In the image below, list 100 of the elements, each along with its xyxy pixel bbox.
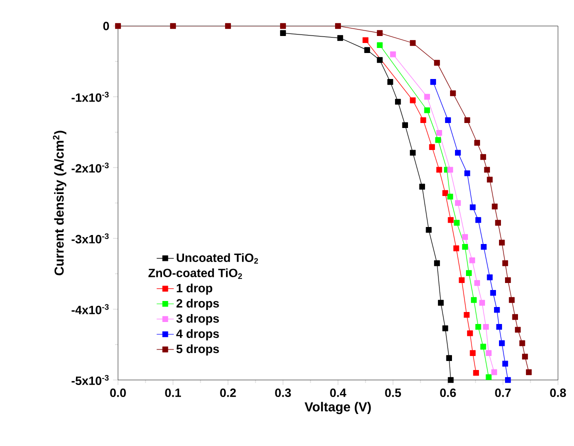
point	[454, 200, 461, 206]
point	[376, 30, 383, 36]
point	[376, 42, 383, 48]
point	[430, 79, 436, 85]
point	[484, 166, 490, 173]
y-tick-label: -2x10$^{-3}$	[72, 162, 109, 173]
y-tick-label: -5x10$^{-3}$	[72, 374, 109, 386]
point	[464, 312, 470, 318]
point	[502, 260, 508, 266]
point	[426, 226, 432, 233]
point	[435, 137, 441, 143]
point	[424, 94, 430, 100]
point	[483, 324, 489, 330]
point	[466, 270, 472, 276]
point	[508, 297, 515, 303]
point	[491, 369, 498, 376]
x-axis-title: Voltage (V)	[304, 402, 371, 414]
x-tick-label: 0.6	[440, 388, 456, 398]
point	[410, 40, 416, 46]
x-tick-label: 0.4	[330, 388, 346, 398]
point	[470, 297, 477, 303]
point	[445, 117, 451, 124]
x-tick-label: 0.3	[275, 388, 291, 398]
point	[467, 330, 473, 336]
point	[376, 57, 383, 63]
point	[387, 79, 394, 85]
y-tick-label: -1x10$^{-3}$	[72, 92, 109, 102]
legend-label: 2 drops	[176, 298, 219, 310]
point	[480, 154, 486, 160]
point	[473, 370, 479, 376]
point	[225, 23, 231, 29]
point	[442, 325, 448, 332]
point	[429, 144, 435, 150]
point	[498, 240, 505, 246]
point	[364, 47, 370, 53]
point	[447, 194, 454, 200]
y-tick-label: 0	[103, 22, 109, 30]
point	[453, 245, 460, 252]
point	[495, 220, 501, 226]
point	[505, 377, 511, 383]
point	[424, 107, 430, 114]
point	[475, 217, 482, 223]
point	[462, 244, 468, 250]
point	[448, 377, 454, 383]
point	[395, 98, 401, 105]
point	[474, 140, 480, 146]
point	[486, 274, 493, 280]
point	[470, 204, 476, 210]
point	[454, 150, 461, 156]
point	[492, 204, 498, 210]
point	[438, 300, 444, 306]
point	[479, 300, 485, 306]
point	[450, 90, 456, 96]
point	[402, 122, 408, 128]
point	[434, 60, 440, 66]
y-tick-label: -4x10$^{-3}$	[72, 304, 109, 314]
point	[462, 234, 468, 240]
point	[522, 354, 528, 360]
x-tick-label: 0.8	[550, 388, 566, 398]
point	[474, 280, 480, 286]
annotation: ZnO-coated TiO$_{2}$	[148, 268, 242, 279]
point	[337, 35, 344, 41]
legend-label: 4 drops	[176, 329, 219, 340]
point	[458, 277, 465, 284]
point	[390, 51, 396, 58]
point	[512, 314, 518, 320]
point	[434, 260, 440, 266]
point	[419, 184, 426, 190]
point	[469, 257, 476, 264]
point	[436, 130, 442, 136]
legend-label: 5 drops	[176, 344, 219, 356]
x-tick-label: 0.7	[495, 388, 511, 398]
x-tick-label: 0.2	[220, 388, 236, 398]
point	[496, 324, 502, 330]
point	[470, 350, 476, 356]
point	[498, 340, 505, 346]
point	[475, 324, 482, 330]
point	[514, 326, 521, 333]
point	[480, 244, 487, 250]
point	[280, 23, 286, 29]
point	[446, 355, 452, 361]
point	[362, 37, 368, 44]
point	[519, 340, 526, 346]
point	[486, 374, 492, 380]
point	[420, 117, 426, 124]
point	[447, 166, 454, 173]
point	[490, 290, 496, 296]
point	[486, 350, 492, 356]
point	[494, 306, 500, 313]
point	[502, 360, 508, 367]
point	[410, 97, 416, 104]
point	[115, 23, 121, 29]
point	[436, 166, 442, 173]
point	[280, 30, 286, 36]
point	[464, 170, 470, 176]
point	[454, 220, 460, 226]
point	[335, 23, 341, 29]
point	[480, 344, 486, 350]
point	[505, 277, 511, 284]
point	[464, 117, 470, 124]
